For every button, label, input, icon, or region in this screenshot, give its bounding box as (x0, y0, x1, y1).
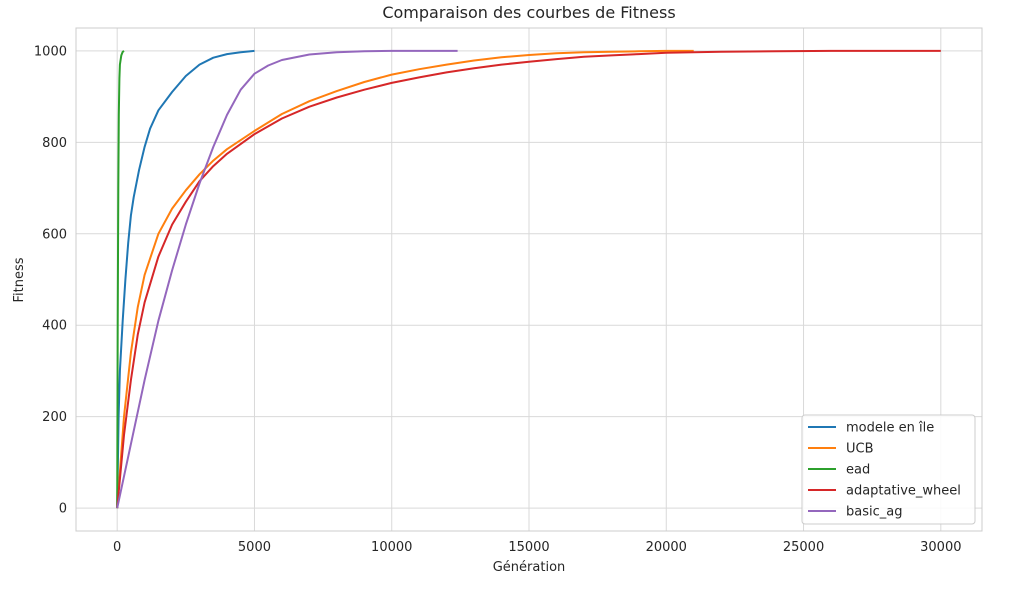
x-tick-label: 30000 (920, 540, 961, 555)
legend-label: UCB (846, 442, 874, 457)
x-tick-label: 10000 (371, 540, 412, 555)
legend-label: basic_ag (846, 505, 902, 520)
y-tick-label: 0 (59, 502, 67, 517)
x-tick-label: 5000 (238, 540, 271, 555)
series-line-basic-ag (116, 49, 458, 509)
series-line-modele-en-le (116, 49, 255, 509)
legend-box (801, 414, 976, 525)
x-tick-label: 0 (113, 540, 121, 555)
legend-label: modele en île (846, 421, 934, 436)
x-tick-label: 25000 (783, 540, 824, 555)
plot-frame (75, 27, 983, 532)
y-tick-label: 1000 (34, 44, 67, 59)
y-tick-label: 400 (42, 319, 67, 334)
legend: modele en île UCB ead adaptative_wheelbasic… (801, 414, 976, 525)
legend-label: ead (846, 463, 870, 478)
y-tick-label: 600 (42, 227, 67, 242)
x-axis-label: Génération (493, 560, 566, 575)
legend-label: adaptative_wheel (846, 484, 961, 499)
series-line-adaptative-wheel (116, 49, 941, 509)
tick-labels: 0 5000 10000 15000 20000 25000 30000 0 200 400 600… (34, 44, 962, 555)
series-line-ead (116, 50, 125, 509)
y-tick-label: 200 (42, 410, 67, 425)
series-line-ucb (116, 49, 694, 509)
chart-title: Comparaison des courbes de Fitness (382, 3, 675, 22)
grid-lines (76, 28, 982, 531)
series-layer (116, 49, 941, 509)
y-axis-label: Fitness (12, 257, 27, 302)
y-tick-label: 800 (42, 136, 67, 151)
x-tick-label: 15000 (508, 540, 549, 555)
x-tick-label: 20000 (646, 540, 687, 555)
